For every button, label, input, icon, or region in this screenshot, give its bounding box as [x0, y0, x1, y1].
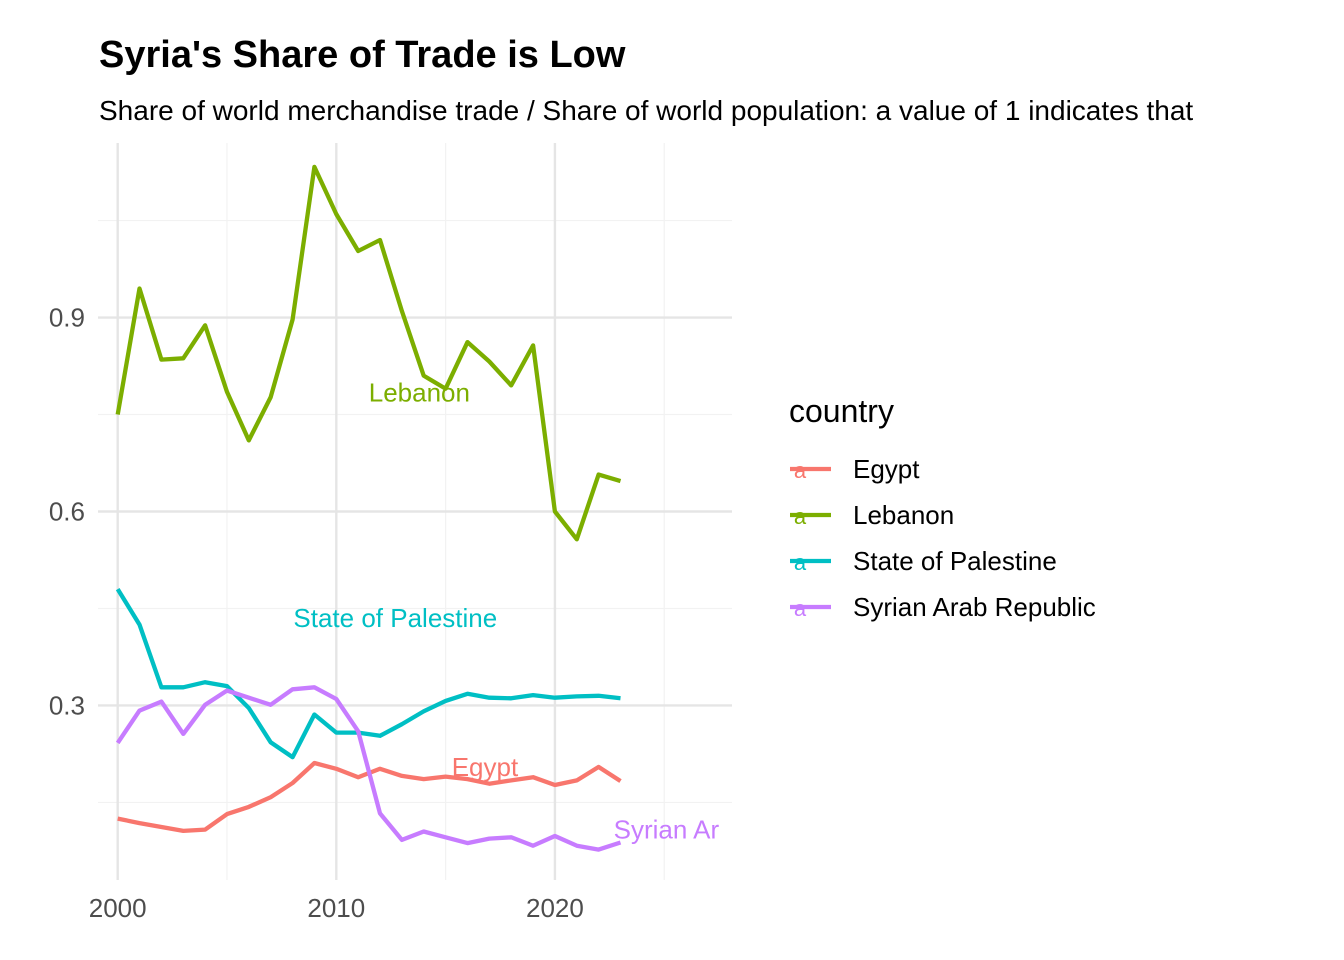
- y-tick-label: 0.3: [49, 690, 85, 720]
- legend-title: country: [789, 393, 894, 429]
- legend-label: Egypt: [853, 454, 920, 484]
- legend-key-glyph: a: [794, 504, 807, 529]
- legend-label: Lebanon: [853, 500, 954, 530]
- series-line-lebanon: [115, 164, 622, 542]
- legend-label: Syrian Arab Republic: [853, 592, 1096, 622]
- direct-label-state-of-palestine: State of Palestine: [293, 603, 497, 633]
- legend: country a Egypt a Lebanon a State of Palestin…: [789, 393, 1096, 622]
- series-line-state-of-palestine: [115, 587, 621, 760]
- direct-label-lebanon: Lebanon: [369, 378, 470, 408]
- legend-label: State of Palestine: [853, 546, 1057, 576]
- series-direct-labels: Egypt Lebanon State of Palestine Syrian Ar: [293, 378, 719, 845]
- legend-key-glyph: a: [794, 550, 807, 575]
- grid-lines: [98, 143, 732, 880]
- legend-item: a Egypt: [790, 454, 920, 484]
- direct-label-egypt: Egypt: [452, 752, 519, 782]
- chart-subtitle: Share of world merchandise trade / Share…: [99, 95, 1194, 126]
- x-tick-label: 2000: [89, 893, 147, 923]
- y-tick-label: 0.9: [49, 303, 85, 333]
- legend-item: a Syrian Arab Republic: [790, 592, 1096, 622]
- x-axis-tick-labels: 2000 2010 2020: [89, 893, 584, 923]
- legend-key-glyph: a: [794, 458, 807, 483]
- chart-title: Syria's Share of Trade is Low: [99, 34, 626, 76]
- legend-item: a State of Palestine: [790, 546, 1057, 576]
- direct-label-syrian-arab-republic: Syrian Ar: [614, 815, 720, 845]
- series-lines: [115, 164, 622, 852]
- legend-key-glyph: a: [794, 596, 807, 621]
- x-tick-label: 2010: [307, 893, 365, 923]
- legend-item: a Lebanon: [790, 500, 954, 530]
- x-tick-label: 2020: [526, 893, 584, 923]
- y-axis-tick-labels: 0.3 0.6 0.9: [49, 303, 85, 721]
- series-line-syrian-arab-republic: [115, 685, 622, 852]
- y-tick-label: 0.6: [49, 497, 85, 527]
